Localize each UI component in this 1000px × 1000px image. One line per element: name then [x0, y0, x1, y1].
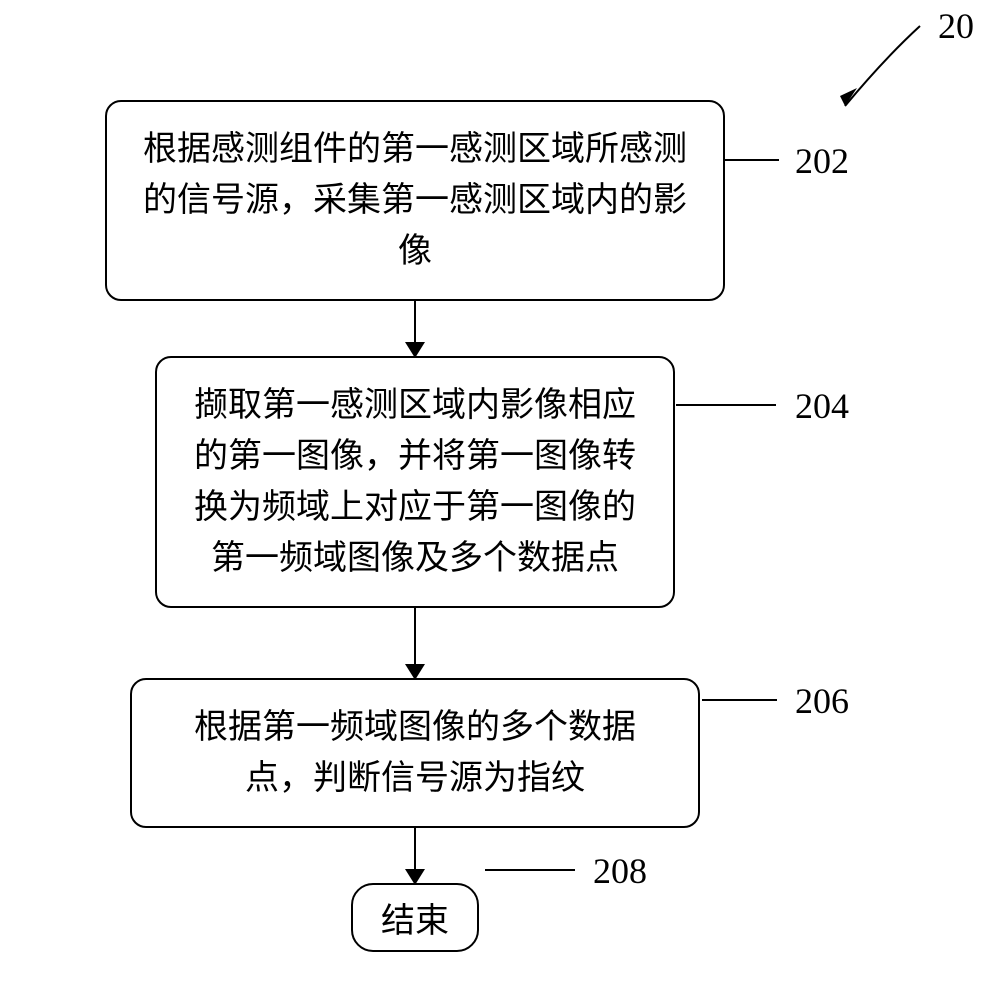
edge-arrow: [414, 608, 416, 678]
diagram-ref-number: 20: [938, 5, 974, 47]
process-node-204: 撷取第一感测区域内影像相应的第一图像，并将第一图像转换为频域上对应于第一图像的第…: [155, 356, 675, 608]
label-206: 206: [795, 680, 849, 722]
connector-204: [676, 393, 781, 423]
connector-202: [724, 148, 784, 178]
edge-arrow: [414, 828, 416, 883]
terminator-node-208: 结束: [351, 883, 479, 952]
flowchart-container: 根据感测组件的第一感测区域所感测的信号源，采集第一感测区域内的影像 撷取第一感测…: [105, 100, 725, 952]
edge-arrow: [414, 301, 416, 356]
label-202: 202: [795, 140, 849, 182]
process-node-206: 根据第一频域图像的多个数据点，判断信号源为指纹: [130, 678, 700, 828]
node-text: 根据感测组件的第一感测区域所感测的信号源，采集第一感测区域内的影像: [143, 131, 687, 270]
node-text: 结束: [381, 903, 449, 940]
connector-206: [702, 688, 782, 718]
node-text: 撷取第一感测区域内影像相应的第一图像，并将第一图像转换为频域上对应于第一图像的第…: [194, 387, 636, 577]
label-208: 208: [593, 850, 647, 892]
connector-208: [485, 858, 580, 888]
node-text: 根据第一频域图像的多个数据点，判断信号源为指纹: [194, 709, 636, 797]
process-node-202: 根据感测组件的第一感测区域所感测的信号源，采集第一感测区域内的影像: [105, 100, 725, 301]
label-204: 204: [795, 385, 849, 427]
ref-curve-arrow: [815, 18, 935, 118]
